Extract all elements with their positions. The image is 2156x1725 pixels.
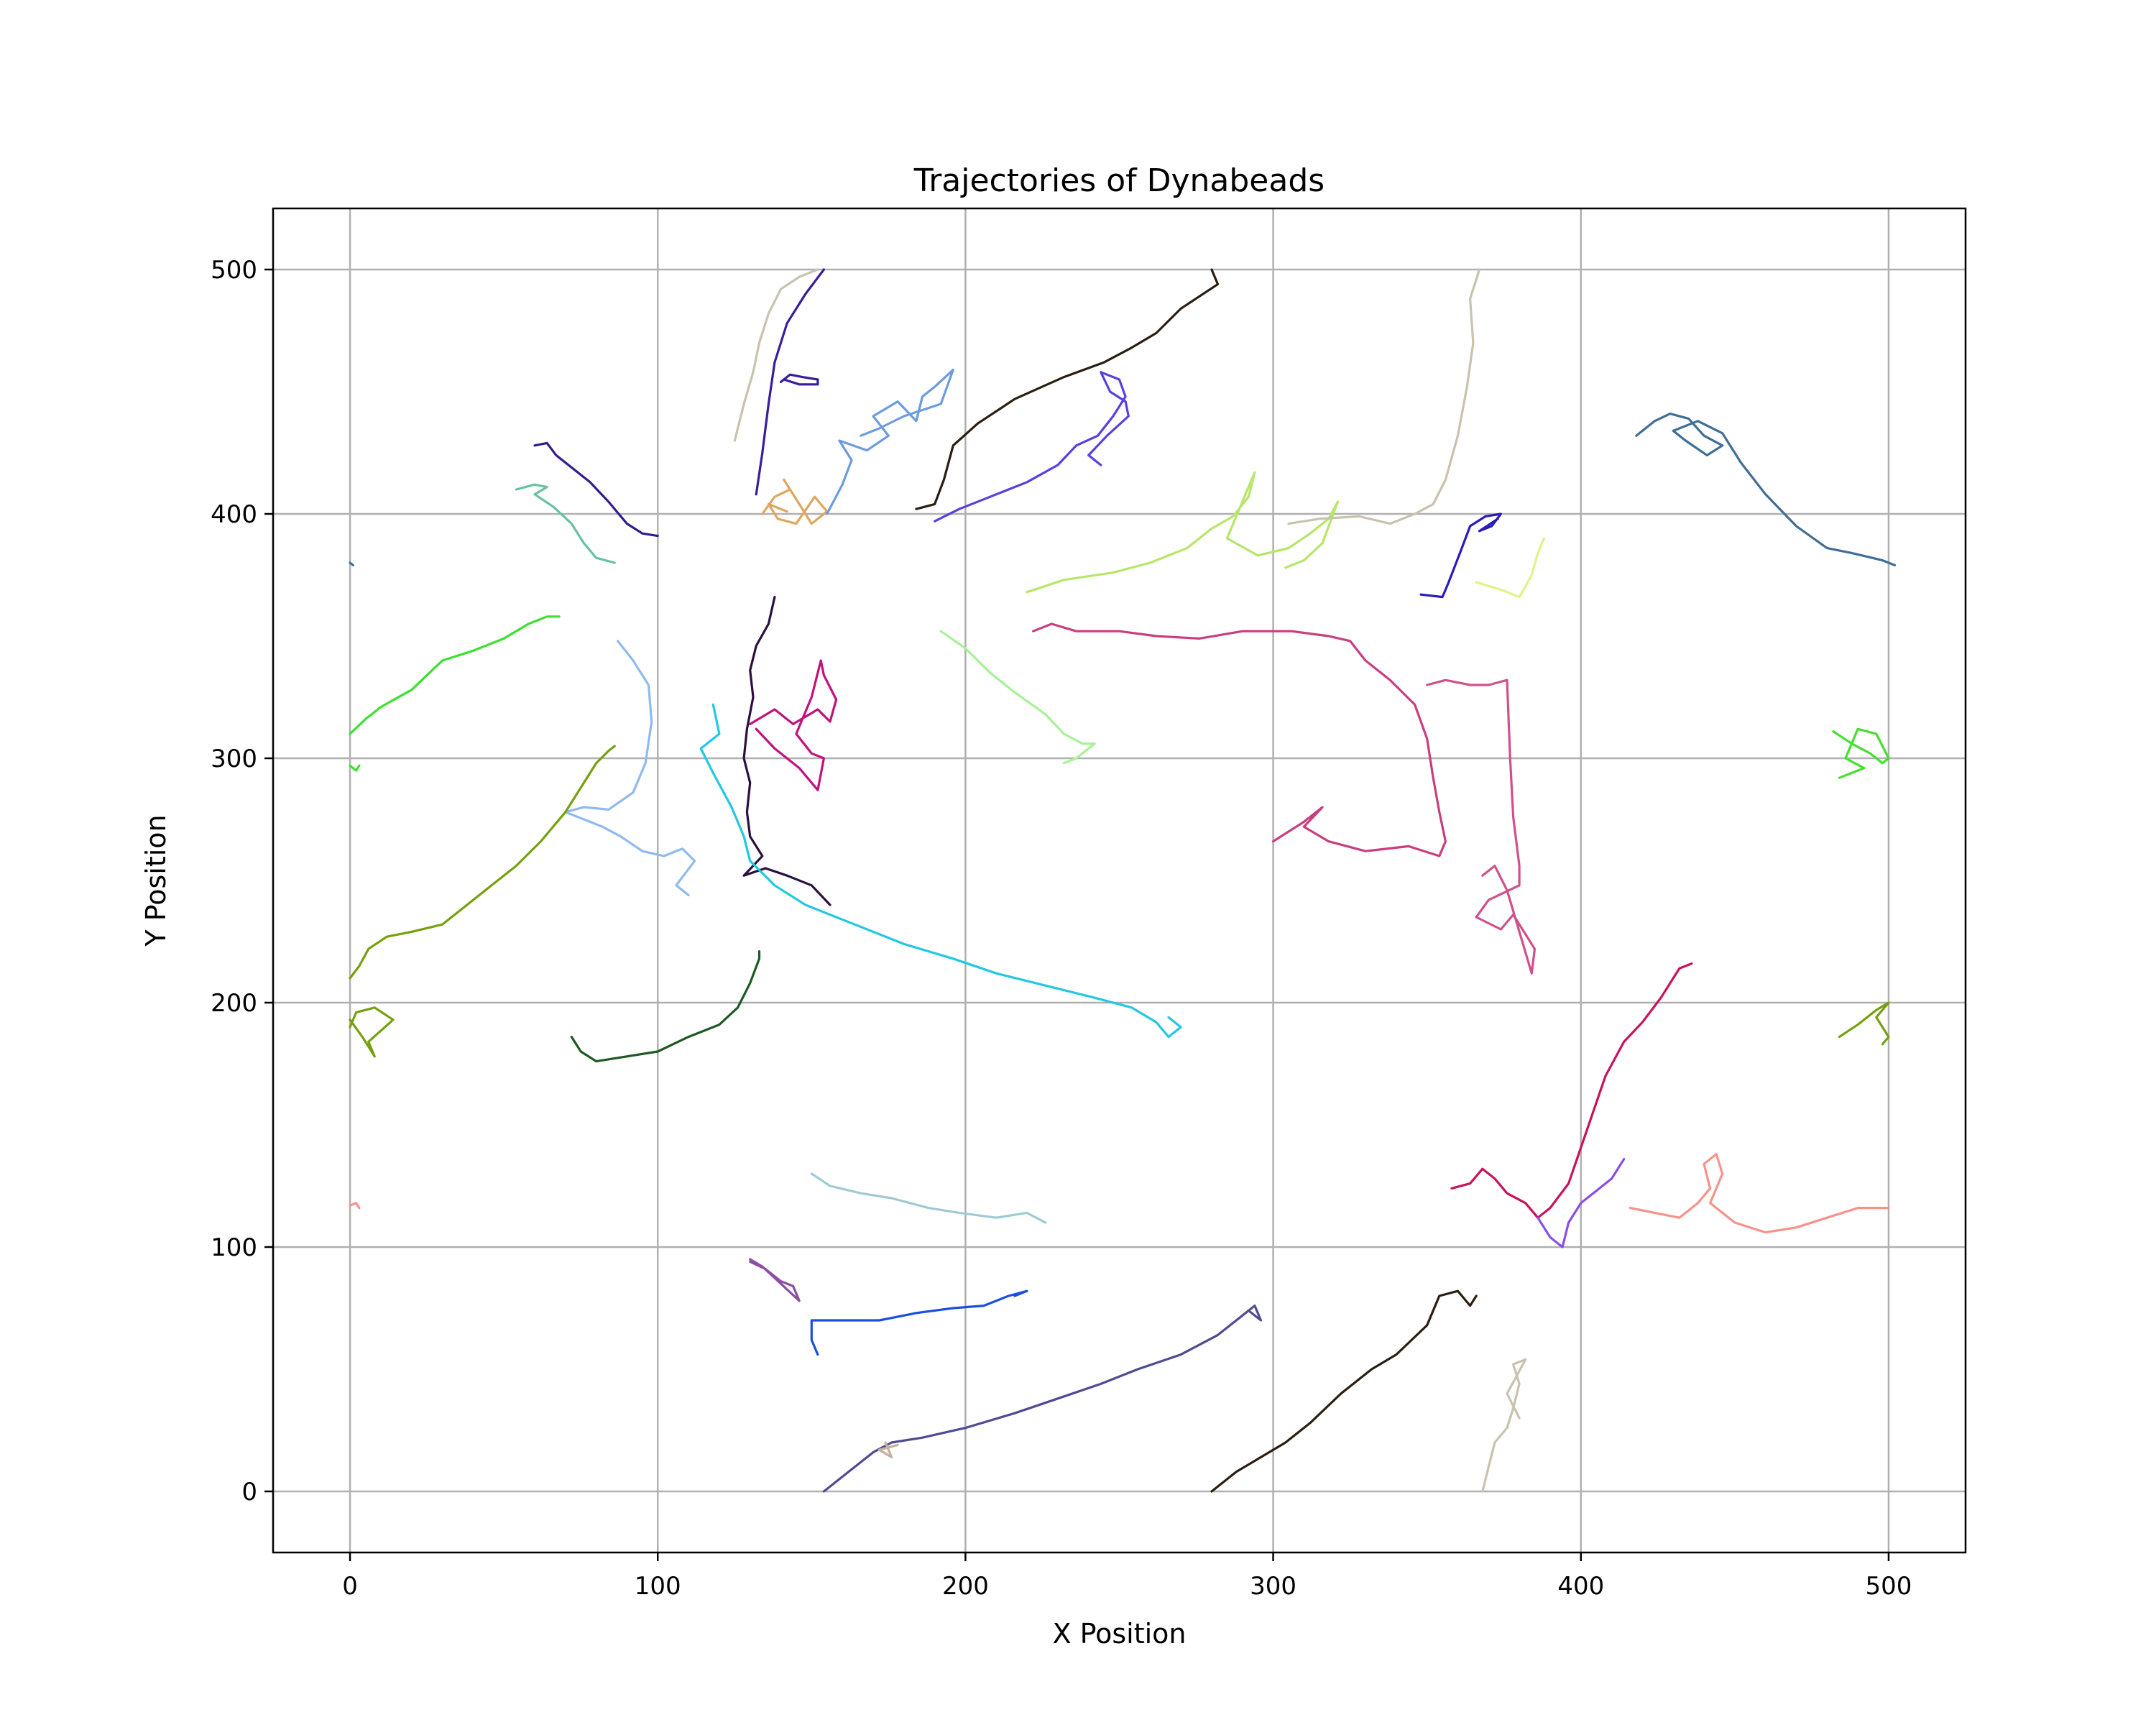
- trajectory-30: [1537, 1158, 1626, 1248]
- trajectory-11: [1287, 268, 1481, 525]
- trajectory-28: [1838, 1001, 1890, 1046]
- trajectory-20: [570, 950, 761, 1063]
- trajectory-22: [749, 659, 838, 791]
- trajectory-40: [349, 561, 354, 566]
- trajectory-15: [349, 615, 561, 735]
- trajectory-7: [934, 371, 1130, 523]
- trajectory-37: [877, 1441, 899, 1458]
- trajectory-14: [1635, 413, 1897, 566]
- trajectory-17: [564, 640, 696, 896]
- trajectory-12: [1419, 512, 1502, 599]
- trajectory-23: [699, 703, 1182, 1039]
- trajectory-27: [1832, 727, 1890, 779]
- grid: [273, 208, 1966, 1552]
- trajectory-29: [1450, 962, 1693, 1219]
- x-axis-label: X Position: [1052, 1618, 1186, 1650]
- y-tick-label: 300: [211, 745, 257, 773]
- trajectory-4: [761, 478, 829, 525]
- x-tick-label: 200: [942, 1572, 989, 1601]
- trajectory-5: [826, 368, 954, 515]
- ticks: 0 100 200 300 400 500 0 100 200 300 400 500: [211, 256, 1912, 1601]
- trajectory-35: [810, 1289, 1028, 1356]
- chart-title: Trajectories of Dynabeads: [913, 162, 1325, 199]
- trajectory-25: [1032, 622, 1447, 857]
- trajectories: [349, 268, 1897, 1493]
- y-tick-label: 200: [211, 989, 257, 1018]
- trajectory-10: [1026, 471, 1340, 594]
- trajectory-26: [1426, 678, 1537, 975]
- trajectory-36: [822, 1305, 1263, 1493]
- trajectory-31: [1628, 1153, 1890, 1234]
- plot-frame: [272, 207, 1967, 1554]
- x-tick-label: 300: [1250, 1572, 1296, 1601]
- trajectory-1: [733, 268, 819, 442]
- trajectory-3: [779, 373, 819, 386]
- y-axis-label: Y Position: [140, 814, 172, 947]
- trajectory-21: [742, 596, 831, 906]
- x-tick-label: 400: [1557, 1572, 1604, 1601]
- trajectory-6: [915, 268, 1220, 510]
- y-tick-label: 400: [211, 500, 257, 529]
- y-tick-label: 100: [211, 1233, 257, 1262]
- trajectory-13: [1475, 537, 1545, 599]
- x-tick-label: 100: [635, 1572, 681, 1601]
- trajectory-2: [755, 268, 825, 496]
- trajectory-8: [533, 441, 659, 538]
- trajectory-24: [939, 630, 1096, 765]
- trajectory-19: [349, 1006, 395, 1058]
- y-tick-label: 0: [241, 1478, 257, 1506]
- trajectory-18: [349, 745, 616, 980]
- trajectory-16: [349, 764, 361, 772]
- x-tick-label: 0: [342, 1572, 358, 1601]
- trajectory-9: [515, 483, 616, 564]
- trajectory-34: [749, 1258, 801, 1302]
- trajectory-32: [349, 1202, 361, 1210]
- trajectory-33: [810, 1172, 1047, 1224]
- trajectory-39: [1481, 1358, 1527, 1493]
- y-tick-label: 500: [211, 256, 257, 285]
- x-tick-label: 500: [1866, 1572, 1912, 1601]
- trajectory-38: [1210, 1289, 1478, 1493]
